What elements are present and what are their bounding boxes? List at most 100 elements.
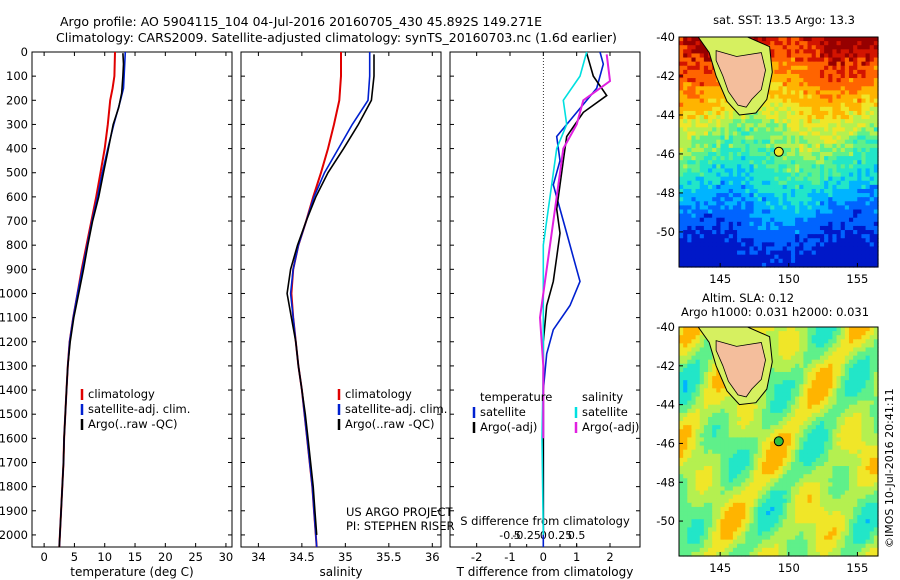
heatmap-cell (683, 65, 688, 71)
heatmap-cell (691, 123, 697, 128)
heatmap-cell (807, 147, 813, 153)
heatmap-cell (857, 445, 863, 451)
heatmap-cell (853, 119, 858, 124)
heatmap-cell (683, 164, 688, 170)
heatmap-cell (687, 172, 693, 178)
heatmap-cell (774, 110, 780, 116)
heatmap-cell (741, 445, 746, 451)
heatmap-cell (720, 123, 726, 128)
heatmap-cell (848, 234, 854, 239)
heatmap-cell (786, 135, 792, 141)
heatmap-cell (832, 445, 838, 451)
heatmap-cell (691, 466, 697, 471)
heatmap-cell (865, 441, 871, 447)
heatmap-cell (761, 152, 767, 157)
heatmap-cell (778, 343, 784, 349)
heatmap-cell (766, 139, 771, 145)
heatmap-cell (786, 258, 792, 264)
heatmap-cell (679, 160, 684, 165)
heatmap-cell (774, 355, 780, 361)
heatmap-cell (865, 347, 871, 353)
heatmap-cell (811, 327, 817, 332)
heatmap-cell (819, 90, 825, 96)
heatmap-cell (828, 335, 833, 340)
heatmap-cell (836, 61, 842, 67)
heatmap-cell (795, 49, 800, 55)
heatmap-cell (749, 457, 755, 463)
heatmap-cell (728, 197, 734, 202)
heatmap-cell (799, 376, 804, 381)
heatmap-cell (840, 490, 846, 496)
heatmap-cell (807, 90, 813, 96)
heatmap-cell (865, 359, 871, 365)
heatmap-cell (691, 213, 697, 219)
heatmap-cell (865, 246, 871, 252)
heatmap-cell (861, 115, 867, 120)
heatmap-cell (699, 400, 705, 406)
heatmap-cell (865, 466, 871, 471)
heatmap-cell (815, 429, 821, 434)
heatmap-cell (745, 478, 751, 483)
heatmap-cell (695, 230, 701, 235)
heatmap-cell (840, 197, 846, 202)
heatmap-cell (803, 367, 809, 373)
heatmap-cell (853, 363, 858, 369)
heatmap-cell (790, 412, 796, 418)
heatmap-cell (819, 335, 825, 340)
heatmap-cell (741, 160, 746, 165)
heatmap-cell (861, 453, 867, 459)
heatmap-cell (828, 376, 833, 381)
heatmap-cell (699, 193, 705, 198)
heatmap-cell (873, 246, 879, 252)
heatmap-cell (790, 437, 796, 443)
heatmap-cell (865, 238, 871, 243)
heatmap-cell (679, 331, 684, 336)
heatmap-cell (699, 172, 705, 178)
heatmap-cell (795, 205, 800, 211)
heatmap-cell (753, 429, 759, 434)
heatmap-cell (741, 115, 746, 120)
heatmap-cell (799, 213, 804, 219)
heatmap-cell (840, 49, 846, 55)
heatmap-cell (695, 433, 701, 439)
heatmap-cell (815, 152, 821, 157)
heatmap-cell (824, 363, 829, 369)
heatmap-cell (869, 156, 875, 161)
heatmap-cell (828, 78, 833, 83)
heatmap-cell (712, 367, 717, 373)
heatmap-cell (749, 201, 755, 206)
heatmap-cell (753, 494, 759, 500)
heatmap-cell (836, 156, 842, 161)
heatmap-cell (712, 408, 717, 414)
heatmap-cell (795, 156, 800, 161)
heatmap-cell (766, 176, 771, 182)
heatmap-cell (786, 193, 792, 198)
heatmap-cell (761, 41, 767, 46)
heatmap-cell (811, 433, 817, 439)
heatmap-cell (745, 453, 751, 459)
heatmap-cell (786, 45, 792, 50)
heatmap-cell (782, 466, 788, 471)
heatmap-cell (790, 156, 796, 161)
heatmap-cell (770, 421, 775, 426)
heatmap-cell (865, 78, 871, 83)
heatmap-cell (712, 445, 717, 451)
heatmap-cell (712, 73, 717, 79)
heatmap-cell (819, 119, 825, 124)
heatmap-cell (699, 421, 705, 426)
heatmap-cell (774, 230, 780, 235)
heatmap-cell (840, 441, 846, 447)
heatmap-cell (807, 339, 813, 344)
heatmap-cell (799, 57, 804, 63)
heatmap-cell (708, 184, 713, 190)
heatmap-cell (811, 380, 817, 385)
heatmap-cell (811, 449, 817, 455)
heatmap-cell (819, 425, 825, 430)
heatmap-cell (745, 225, 751, 231)
heatmap-cell (687, 209, 693, 215)
heatmap-cell (724, 176, 730, 182)
heatmap-cell (840, 466, 846, 471)
heatmap-cell (832, 221, 838, 227)
heatmap-cell (753, 449, 759, 455)
